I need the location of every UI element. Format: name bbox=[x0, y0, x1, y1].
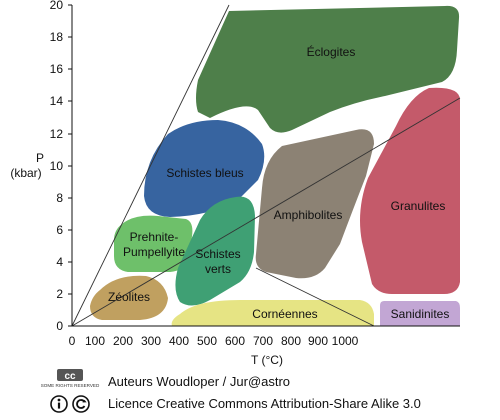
y-tick-label: 12 bbox=[50, 127, 64, 141]
eclogites-label: Éclogites bbox=[307, 44, 356, 59]
y-tick-label: 2 bbox=[56, 287, 63, 301]
corneennes-label: Cornéennes bbox=[252, 307, 317, 321]
x-axis-label: T (°C) bbox=[251, 353, 283, 367]
y-tick-label: 14 bbox=[50, 94, 64, 108]
svg-text:cc: cc bbox=[64, 371, 76, 382]
y-tick-label: 6 bbox=[56, 223, 63, 237]
granulites-label: Granulites bbox=[391, 199, 446, 213]
cc-logo-icon: cc SOME RIGHTS RESERVED bbox=[40, 368, 100, 388]
x-tick-label: 900 bbox=[308, 334, 328, 348]
boundary-line-steep bbox=[71, 4, 230, 327]
y-tick-label: 4 bbox=[56, 255, 63, 269]
prehnite-label-line1: Prehnite- bbox=[130, 230, 179, 244]
y-axis-label-p: P bbox=[36, 151, 44, 165]
zeolites-label: Zéolites bbox=[108, 290, 150, 304]
attribution-icons bbox=[47, 394, 99, 414]
x-tick-label: 0 bbox=[69, 334, 76, 348]
granulites-region bbox=[360, 87, 460, 294]
x-tick-label: 700 bbox=[253, 334, 273, 348]
sanidinites-label: Sanidinites bbox=[391, 307, 450, 321]
x-tick-label: 400 bbox=[169, 334, 189, 348]
info-icon bbox=[50, 395, 68, 413]
y-tick-label: 18 bbox=[50, 30, 64, 44]
amphibolites-region bbox=[255, 129, 374, 279]
svg-text:SOME RIGHTS RESERVED: SOME RIGHTS RESERVED bbox=[41, 383, 100, 388]
cc-license-badge[interactable]: cc SOME RIGHTS RESERVED bbox=[40, 368, 100, 388]
x-tick-label: 1000 bbox=[332, 334, 359, 348]
eclogites-region bbox=[196, 5, 460, 133]
x-tick-label: 800 bbox=[281, 334, 301, 348]
x-tick-label: 500 bbox=[197, 334, 217, 348]
boundary-line-shallow bbox=[71, 97, 461, 327]
zeolites-region bbox=[90, 275, 168, 320]
schistes-bleus-label: Schistes bleus bbox=[166, 166, 243, 180]
prehnite-pumpellyite-region bbox=[114, 215, 193, 272]
x-tick-label: 300 bbox=[141, 334, 161, 348]
schistes-bleus-region bbox=[144, 120, 265, 217]
prehnite-label-line2: Pumpellyite bbox=[123, 245, 185, 259]
y-tick-label: 16 bbox=[50, 62, 64, 76]
corneennes-region bbox=[171, 300, 374, 326]
x-tick-label: 100 bbox=[85, 334, 105, 348]
y-tick-marks bbox=[68, 4, 72, 327]
license-text[interactable]: Licence Creative Commons Attribution-Sha… bbox=[108, 396, 421, 411]
authors-credit: Auteurs Woudloper / Jur@astro bbox=[108, 374, 291, 389]
boundary-line-lower bbox=[255, 267, 375, 327]
y-tick-label: 0 bbox=[56, 319, 63, 333]
y-axis-label-unit: (kbar) bbox=[10, 166, 41, 180]
amphibolites-label: Amphibolites bbox=[274, 208, 343, 222]
schistes-verts-label-line1: Schistes bbox=[195, 247, 240, 261]
sanidinites-region bbox=[380, 301, 460, 326]
y-tick-label: 20 bbox=[50, 0, 64, 12]
x-tick-label: 600 bbox=[225, 334, 245, 348]
schistes-verts-region bbox=[175, 196, 255, 306]
y-tick-label: 10 bbox=[50, 159, 64, 173]
share-alike-icon bbox=[72, 395, 90, 413]
x-tick-label: 200 bbox=[113, 334, 133, 348]
y-tick-label: 8 bbox=[56, 191, 63, 205]
schistes-verts-label-line2: verts bbox=[205, 262, 231, 276]
